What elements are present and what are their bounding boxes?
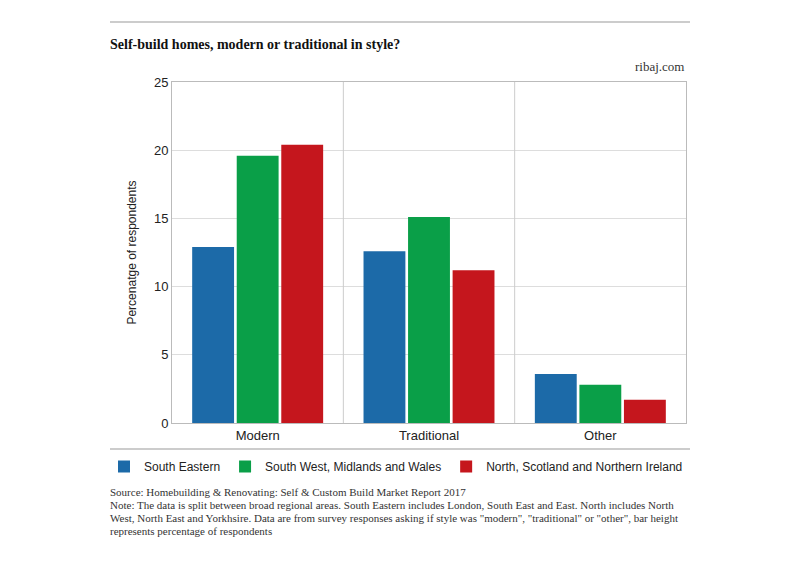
svg-text:Other: Other [584,428,617,443]
html-text:Note: The data is split betwee: Note: The data is split between broad re… [110,499,678,537]
svg-text:Percenatge of respondents: Percenatge of respondents [125,180,139,324]
svg-text:Traditional: Traditional [399,428,459,443]
svg-text:ribaj.com: ribaj.com [635,59,684,74]
svg-text:South West, Midlands and Wales: South West, Midlands and Wales [265,460,441,474]
svg-text:20: 20 [154,143,168,158]
svg-text:25: 25 [154,75,168,90]
svg-text:5: 5 [161,347,168,362]
svg-text:Modern: Modern [236,428,280,443]
svg-text:North, Scotland and Northern I: North, Scotland and Northern Ireland [486,460,682,474]
svg-text:10: 10 [154,279,168,294]
svg-text:Self-build homes, modern or tr: Self-build homes, modern or traditional … [110,37,400,52]
html-text:Source: Homebuilding & Renovat: Source: Homebuilding & Renovating: Self … [110,486,466,498]
svg-text:15: 15 [154,211,168,226]
svg-text:South Eastern: South Eastern [144,460,220,474]
svg-text:0: 0 [161,416,168,431]
